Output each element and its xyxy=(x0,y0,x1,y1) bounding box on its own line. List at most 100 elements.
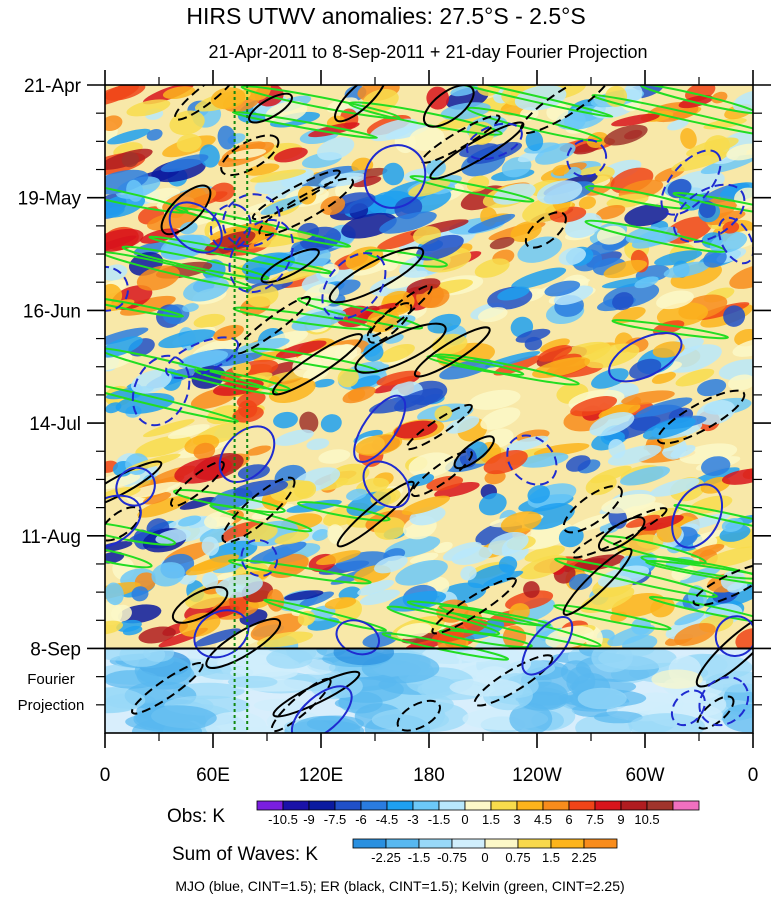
obs-cell xyxy=(337,368,359,388)
projection-cell xyxy=(105,649,151,661)
kelvin-contour xyxy=(209,503,313,533)
obs-cell xyxy=(515,328,551,343)
obs-cell xyxy=(703,249,727,268)
obs-cell xyxy=(690,544,725,558)
obs-cell xyxy=(167,424,210,439)
er-contour xyxy=(696,695,735,730)
kelvin-contour xyxy=(194,368,291,392)
kelvin-contour xyxy=(591,94,753,137)
kelvin-contour xyxy=(381,632,510,661)
obs-cell xyxy=(596,225,626,245)
obs-cell xyxy=(131,369,172,394)
colorbar-box xyxy=(542,800,570,811)
obs-cell xyxy=(612,292,634,311)
kelvin-contour xyxy=(231,110,378,140)
obs-cell xyxy=(439,358,493,380)
obs-cell xyxy=(497,286,530,301)
projection-cell xyxy=(651,669,703,689)
obs-cell xyxy=(483,450,528,475)
projection-cell xyxy=(615,649,655,657)
obs-cell xyxy=(434,481,480,498)
kelvin-contour xyxy=(584,185,691,210)
kelvin-contour xyxy=(348,101,503,136)
er-contour xyxy=(258,177,355,237)
colorbar-box xyxy=(412,800,440,811)
er-contour xyxy=(422,85,475,128)
mjo-contour xyxy=(353,394,407,463)
chart-title: HIRS UTWV anomalies: 27.5°S - 2.5°S xyxy=(186,3,585,29)
mjo-contour xyxy=(335,619,381,656)
obs-cell xyxy=(246,284,279,308)
kelvin-contour xyxy=(640,555,753,580)
kelvin-contour xyxy=(672,191,753,217)
obs-cell xyxy=(416,234,464,261)
obs-cell xyxy=(409,552,439,564)
obs-cell xyxy=(718,359,753,381)
obs-cell xyxy=(178,515,202,527)
obs-cell xyxy=(105,235,137,255)
y-tick-label: 14-Jul xyxy=(29,414,81,435)
obs-cell xyxy=(176,133,202,153)
obs-cell xyxy=(179,221,198,235)
projection-cell xyxy=(333,649,395,666)
kelvin-contour xyxy=(228,558,372,585)
obs-cell xyxy=(169,110,205,136)
obs-cell xyxy=(116,619,142,632)
kelvin-contour xyxy=(263,598,387,632)
er-contour xyxy=(453,435,495,470)
obs-cell xyxy=(136,265,180,291)
y-axis: 21-Apr 19-May 16-Jun 14-Jul 11-Aug 8-Sep xyxy=(18,76,771,706)
obs-cell xyxy=(567,512,621,533)
er-contour xyxy=(272,670,361,718)
er-contour xyxy=(405,403,473,451)
obs-cell xyxy=(299,411,319,434)
colorbar-level-label: -0.75 xyxy=(437,850,467,865)
er-contour xyxy=(270,677,332,733)
er-contour xyxy=(354,322,447,374)
obs-cell xyxy=(306,438,330,451)
obs-cell xyxy=(667,118,689,131)
obs-cell xyxy=(369,118,419,142)
obs-cell xyxy=(345,246,384,271)
mjo-contour xyxy=(165,336,240,379)
mjo-contour xyxy=(608,332,683,383)
colorbar-level-label: 9 xyxy=(617,812,624,827)
projection-cell xyxy=(594,711,643,724)
colorbar-box xyxy=(438,800,466,811)
colorbar-level-label: -4.5 xyxy=(376,812,398,827)
colorbar-box xyxy=(352,838,387,849)
obs-cell xyxy=(246,523,278,543)
kelvin-contour xyxy=(406,600,551,627)
projection-cell xyxy=(105,687,146,713)
obs-cell xyxy=(408,452,455,478)
obs-cell xyxy=(620,466,670,486)
obs-cell xyxy=(135,435,192,458)
kelvin-contour xyxy=(296,297,424,330)
colorbar-level-label: 3 xyxy=(513,812,520,827)
obs-cell xyxy=(105,115,123,131)
obs-cell xyxy=(591,368,629,389)
mjo-contour xyxy=(506,434,558,486)
mjo-contour xyxy=(168,201,223,254)
obs-cell xyxy=(534,143,576,165)
colorbar-box xyxy=(568,800,596,811)
colorbar-box xyxy=(451,838,486,849)
obs-cell xyxy=(352,176,382,188)
mjo-contours xyxy=(105,122,753,733)
kelvin-contour xyxy=(438,604,602,648)
kelvin-contour xyxy=(645,560,753,592)
obs-cell xyxy=(162,86,196,99)
obs-cell xyxy=(274,531,310,545)
obs-cell xyxy=(201,536,220,556)
mjo-contour xyxy=(115,466,156,507)
colorbar-level-label: -1.5 xyxy=(428,812,450,827)
obs-cell xyxy=(536,180,583,205)
kelvin-contour xyxy=(426,85,614,118)
x-tick-label: 120E xyxy=(299,765,343,786)
er-contour xyxy=(410,450,473,498)
colorbar-box xyxy=(583,838,618,849)
colorbar-level-label: 2.25 xyxy=(571,850,596,865)
obs-cell xyxy=(650,478,700,497)
reference-longitude-lines xyxy=(233,85,249,733)
